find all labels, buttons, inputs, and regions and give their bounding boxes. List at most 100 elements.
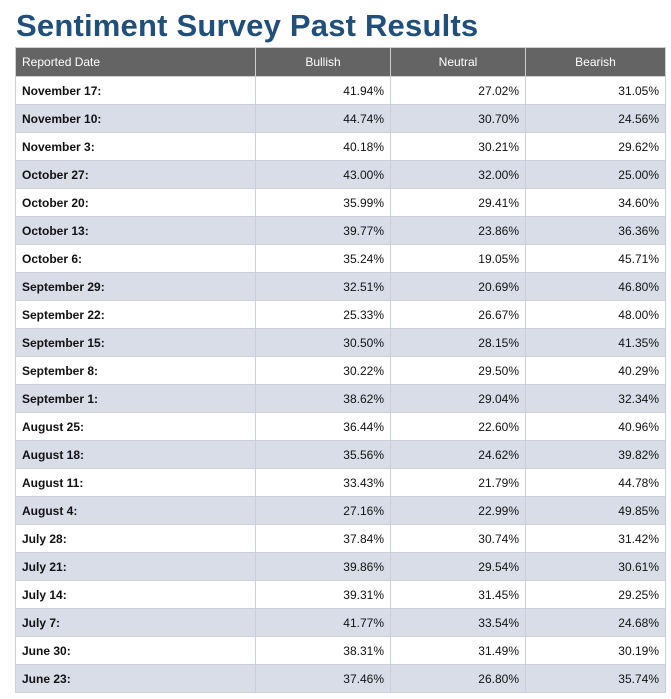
column-header-bearish: Bearish: [525, 47, 666, 77]
table-row: July 14: 39.31% 31.45% 29.25%: [15, 580, 666, 609]
cell-bullish: 32.51%: [255, 272, 391, 301]
table-body: November 17: 41.94% 27.02% 31.05% November 1…: [15, 76, 666, 693]
cell-neutral: 30.21%: [390, 132, 526, 161]
cell-bearish: 36.36%: [525, 216, 666, 245]
cell-reported-date: July 28:: [15, 524, 256, 553]
cell-reported-date: November 10:: [15, 104, 256, 133]
table-row: September 15: 30.50% 28.15% 41.35%: [15, 328, 666, 357]
cell-bullish: 30.50%: [255, 328, 391, 357]
cell-reported-date: September 8:: [15, 356, 256, 385]
cell-bullish: 35.24%: [255, 244, 391, 273]
page-title: Sentiment Survey Past Results: [16, 8, 479, 43]
table-row: August 4: 27.16% 22.99% 49.85%: [15, 496, 666, 525]
cell-neutral: 21.79%: [390, 468, 526, 497]
cell-neutral: 20.69%: [390, 272, 526, 301]
cell-neutral: 30.70%: [390, 104, 526, 133]
cell-bearish: 31.05%: [525, 76, 666, 105]
cell-bullish: 40.18%: [255, 132, 391, 161]
table-row: November 3: 40.18% 30.21% 29.62%: [15, 132, 666, 161]
cell-reported-date: September 22:: [15, 300, 256, 329]
cell-reported-date: August 11:: [15, 468, 256, 497]
cell-bullish: 36.44%: [255, 412, 391, 441]
table-row: July 7: 41.77% 33.54% 24.68%: [15, 608, 666, 637]
cell-bearish: 45.71%: [525, 244, 666, 273]
cell-neutral: 19.05%: [390, 244, 526, 273]
cell-bullish: 37.46%: [255, 664, 391, 693]
cell-reported-date: September 1:: [15, 384, 256, 413]
cell-neutral: 29.04%: [390, 384, 526, 413]
cell-bearish: 44.78%: [525, 468, 666, 497]
table-row: August 18: 35.56% 24.62% 39.82%: [15, 440, 666, 469]
cell-bullish: 39.31%: [255, 580, 391, 609]
cell-bearish: 48.00%: [525, 300, 666, 329]
cell-reported-date: August 25:: [15, 412, 256, 441]
cell-bullish: 39.77%: [255, 216, 391, 245]
cell-bullish: 41.94%: [255, 76, 391, 105]
cell-neutral: 22.60%: [390, 412, 526, 441]
cell-bullish: 37.84%: [255, 524, 391, 553]
table-row: October 13: 39.77% 23.86% 36.36%: [15, 216, 666, 245]
cell-bullish: 43.00%: [255, 160, 391, 189]
cell-reported-date: July 21:: [15, 552, 256, 581]
cell-bearish: 25.00%: [525, 160, 666, 189]
cell-bullish: 30.22%: [255, 356, 391, 385]
cell-neutral: 29.50%: [390, 356, 526, 385]
cell-neutral: 31.45%: [390, 580, 526, 609]
cell-bullish: 27.16%: [255, 496, 391, 525]
cell-bullish: 35.56%: [255, 440, 391, 469]
cell-reported-date: September 15:: [15, 328, 256, 357]
cell-bearish: 29.62%: [525, 132, 666, 161]
cell-bearish: 40.29%: [525, 356, 666, 385]
cell-bearish: 46.80%: [525, 272, 666, 301]
table-row: June 30: 38.31% 31.49% 30.19%: [15, 636, 666, 665]
cell-reported-date: October 13:: [15, 216, 256, 245]
cell-reported-date: July 14:: [15, 580, 256, 609]
cell-neutral: 31.49%: [390, 636, 526, 665]
cell-neutral: 26.67%: [390, 300, 526, 329]
cell-bearish: 24.56%: [525, 104, 666, 133]
cell-bullish: 38.62%: [255, 384, 391, 413]
cell-reported-date: July 7:: [15, 608, 256, 637]
cell-bearish: 24.68%: [525, 608, 666, 637]
cell-bearish: 35.74%: [525, 664, 666, 693]
cell-bearish: 49.85%: [525, 496, 666, 525]
cell-bearish: 39.82%: [525, 440, 666, 469]
table-row: September 1: 38.62% 29.04% 32.34%: [15, 384, 666, 413]
cell-reported-date: June 23:: [15, 664, 256, 693]
cell-neutral: 29.41%: [390, 188, 526, 217]
cell-bearish: 29.25%: [525, 580, 666, 609]
cell-reported-date: October 20:: [15, 188, 256, 217]
cell-neutral: 23.86%: [390, 216, 526, 245]
cell-bearish: 31.42%: [525, 524, 666, 553]
table-row: August 11: 33.43% 21.79% 44.78%: [15, 468, 666, 497]
column-header-reported-date: Reported Date: [15, 47, 256, 77]
table-row: September 29: 32.51% 20.69% 46.80%: [15, 272, 666, 301]
cell-reported-date: October 6:: [15, 244, 256, 273]
cell-reported-date: October 27:: [15, 160, 256, 189]
cell-neutral: 33.54%: [390, 608, 526, 637]
cell-reported-date: June 30:: [15, 636, 256, 665]
cell-bullish: 35.99%: [255, 188, 391, 217]
table-row: November 17: 41.94% 27.02% 31.05%: [15, 76, 666, 105]
table-row: September 22: 25.33% 26.67% 48.00%: [15, 300, 666, 329]
cell-bullish: 39.86%: [255, 552, 391, 581]
cell-bullish: 33.43%: [255, 468, 391, 497]
column-header-bullish: Bullish: [255, 47, 391, 77]
cell-reported-date: August 4:: [15, 496, 256, 525]
cell-bullish: 25.33%: [255, 300, 391, 329]
cell-bearish: 34.60%: [525, 188, 666, 217]
cell-reported-date: November 3:: [15, 132, 256, 161]
cell-neutral: 28.15%: [390, 328, 526, 357]
cell-bearish: 41.35%: [525, 328, 666, 357]
table-row: June 23: 37.46% 26.80% 35.74%: [15, 664, 666, 693]
cell-bearish: 40.96%: [525, 412, 666, 441]
cell-neutral: 32.00%: [390, 160, 526, 189]
column-header-neutral: Neutral: [390, 47, 526, 77]
cell-reported-date: September 29:: [15, 272, 256, 301]
cell-bearish: 32.34%: [525, 384, 666, 413]
table-row: July 21: 39.86% 29.54% 30.61%: [15, 552, 666, 581]
cell-neutral: 30.74%: [390, 524, 526, 553]
cell-reported-date: November 17:: [15, 76, 256, 105]
table-header-row: Reported Date Bullish Neutral Bearish: [15, 47, 666, 77]
table-row: October 27: 43.00% 32.00% 25.00%: [15, 160, 666, 189]
